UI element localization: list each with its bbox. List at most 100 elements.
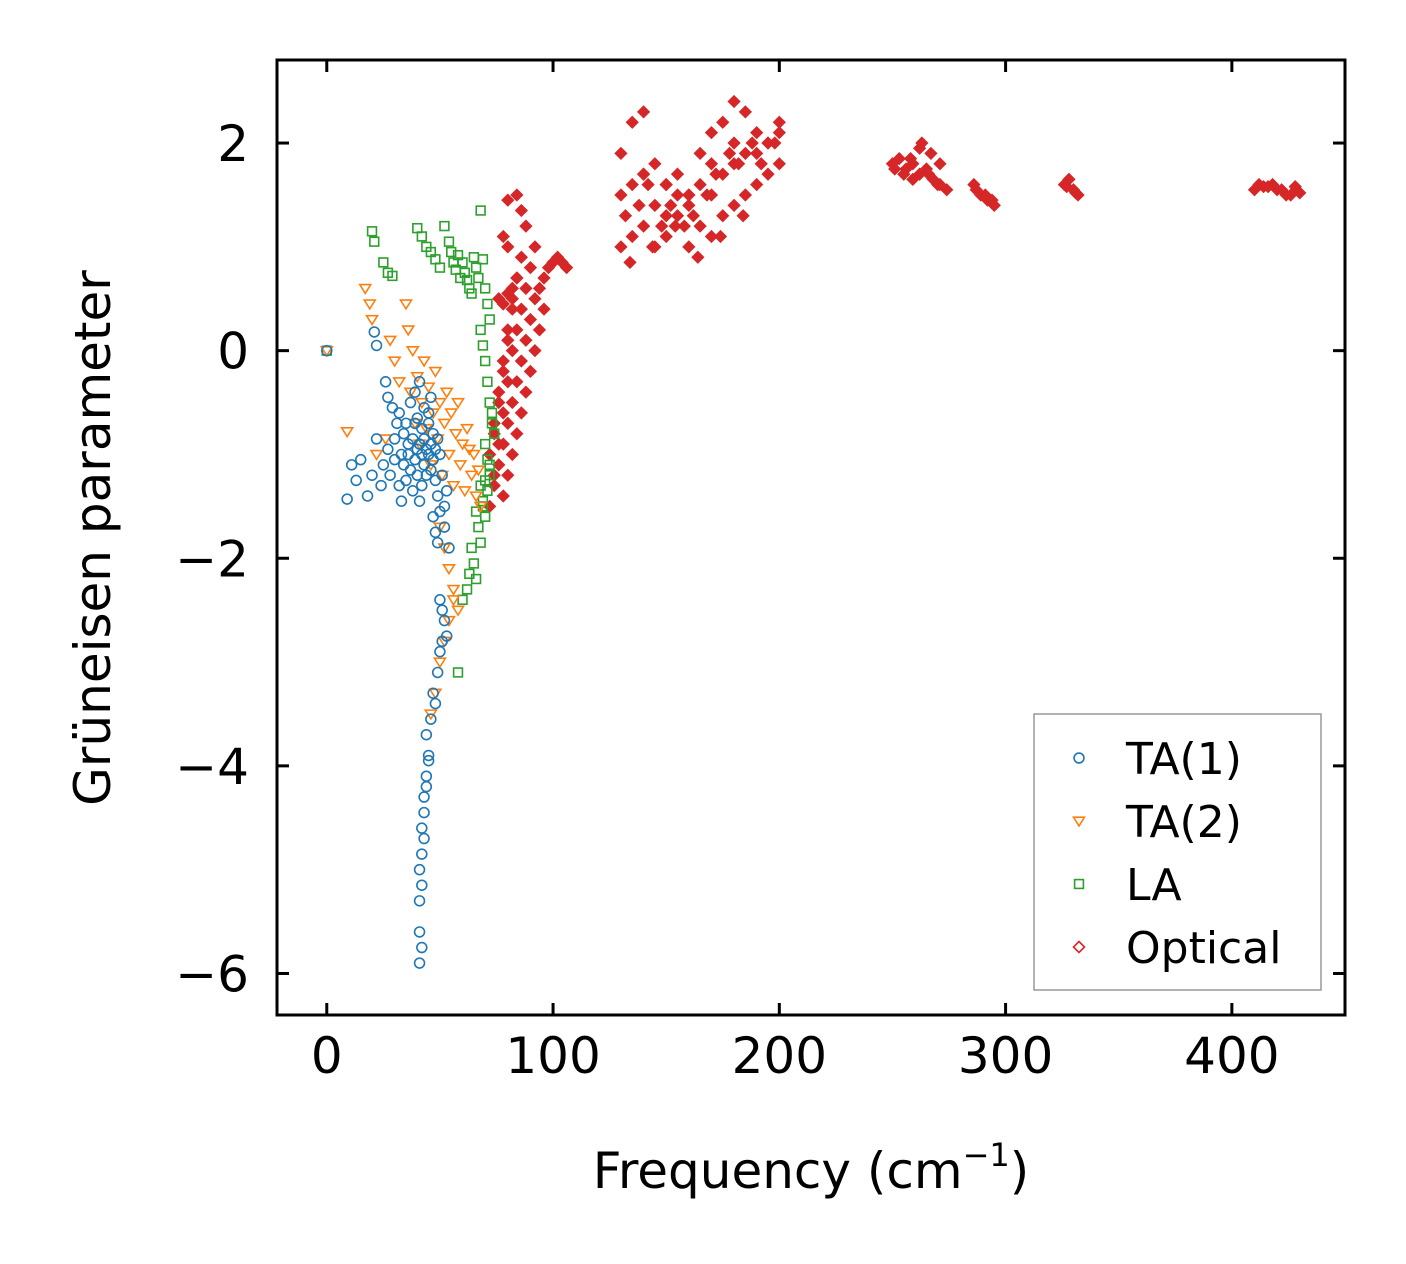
data-point (434, 448, 446, 461)
data-point (416, 848, 428, 860)
data-point (510, 323, 524, 337)
data-point (409, 453, 421, 466)
data-point (510, 375, 524, 389)
data-point (632, 198, 646, 212)
data-point (440, 485, 453, 497)
data-point (664, 198, 678, 212)
data-point (413, 926, 426, 938)
data-point (614, 188, 628, 202)
data-point (466, 288, 477, 299)
data-point (738, 146, 753, 161)
data-point (486, 407, 498, 419)
data-point (407, 485, 419, 497)
data-point (655, 219, 669, 233)
data-point (392, 377, 407, 389)
x-axis-label-main: Frequency (cm (593, 1142, 963, 1200)
y-tick-label: −6 (175, 945, 249, 1003)
y-tick-label: 0 (217, 323, 249, 381)
data-point (341, 493, 353, 505)
data-point (693, 219, 707, 233)
data-point (436, 635, 448, 648)
data-point (468, 252, 480, 263)
data-point (924, 146, 938, 161)
data-point (659, 209, 673, 223)
data-point (486, 418, 498, 429)
data-point (519, 281, 533, 296)
data-point (501, 240, 515, 254)
data-point (431, 433, 444, 445)
data-point (768, 136, 782, 150)
data-point (559, 260, 574, 275)
x-tick-label: 0 (311, 1027, 343, 1085)
data-point (505, 344, 519, 358)
data-point (738, 105, 753, 119)
data-point (395, 448, 408, 461)
data-point (722, 146, 737, 161)
data-point (354, 453, 367, 466)
data-point (446, 584, 461, 596)
data-point (384, 469, 396, 481)
data-point (426, 408, 441, 420)
data-point (482, 376, 493, 387)
data-point (431, 536, 444, 549)
data-point (496, 489, 510, 503)
data-point (682, 188, 696, 202)
data-point (471, 465, 486, 477)
data-point (636, 105, 651, 119)
data-point (528, 344, 542, 358)
data-point (377, 459, 390, 471)
data-point (437, 418, 452, 430)
legend-label: TA(1) (1125, 734, 1242, 785)
data-point (370, 433, 383, 445)
data-point (523, 260, 538, 275)
data-point (461, 584, 473, 595)
data-point (442, 615, 456, 628)
data-point (625, 229, 639, 244)
data-point (693, 177, 707, 192)
data-point (466, 542, 477, 554)
data-point (404, 464, 417, 476)
data-point (686, 209, 700, 223)
data-point (375, 479, 387, 492)
y-tick-label: 2 (217, 115, 249, 173)
data-point (444, 408, 459, 420)
data-point (636, 219, 651, 233)
data-point (906, 172, 920, 187)
data-point (477, 254, 489, 265)
data-point (436, 469, 448, 481)
series-ta-1- (321, 326, 455, 969)
data-point (484, 314, 495, 325)
data-point (1261, 180, 1275, 194)
data-point (401, 325, 416, 337)
data-point (505, 395, 519, 410)
data-point (459, 267, 471, 278)
data-point (439, 387, 454, 399)
data-point (614, 240, 628, 254)
data-point (395, 495, 408, 507)
data-point (413, 376, 426, 388)
data-point (425, 391, 437, 404)
data-point (413, 863, 426, 876)
data-point (446, 246, 457, 258)
data-point (452, 667, 464, 678)
data-point (922, 167, 936, 181)
data-point (523, 312, 538, 327)
data-point (404, 396, 417, 409)
data-point (422, 754, 435, 767)
data-point (470, 262, 482, 273)
data-point (417, 356, 432, 368)
legend: TA(1) TA(2) LA Optical (1033, 713, 1322, 991)
data-point (888, 162, 902, 176)
data-point (482, 485, 493, 496)
data-point (505, 447, 519, 462)
data-point (892, 151, 906, 166)
data-point (772, 157, 786, 171)
data-point (903, 151, 918, 166)
legend-label: LA (1126, 860, 1182, 911)
data-point (691, 250, 705, 264)
data-point (492, 395, 506, 410)
data-point (411, 469, 424, 481)
data-point (704, 126, 719, 140)
data-point (475, 324, 486, 336)
